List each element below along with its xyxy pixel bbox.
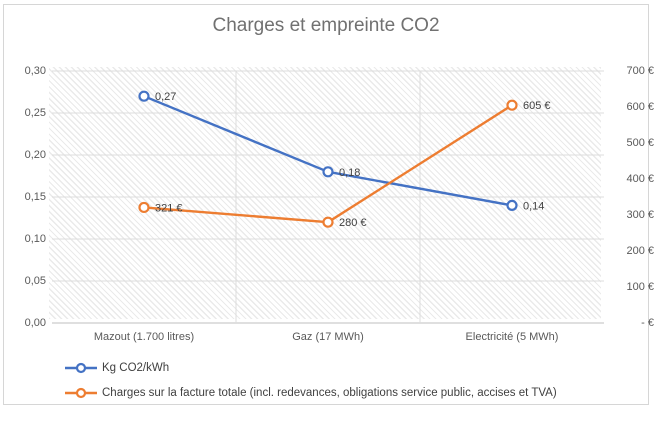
x-axis-category-label: Mazout (1.700 litres) (93, 331, 195, 343)
y-axis-tick-label: 500 € (626, 137, 654, 149)
legend-item-co2[interactable]: Kg CO2/kWh (65, 355, 557, 380)
y-axis-tick-label: 0,05 (24, 275, 46, 287)
legend-label: Charges sur la facture totale (incl. red… (102, 386, 557, 399)
legend-item-charges[interactable]: Charges sur la facture totale (incl. red… (65, 380, 557, 405)
y-axis-tick-label: 0,25 (24, 107, 46, 119)
y-axis-tick-label: 0,30 (24, 65, 46, 77)
chart-title[interactable]: Charges et empreinte CO2 (212, 15, 440, 36)
x-axis-category-label: Gaz (17 MWh) (292, 331, 364, 343)
y-axis-tick-label: 100 € (626, 281, 654, 293)
y-axis-tick-label: 0,20 (24, 149, 46, 161)
y-axis-tick-label: 600 € (626, 101, 654, 113)
y-axis-tick-label: 0,00 (24, 317, 46, 329)
y-axis-tick-label: 400 € (626, 173, 654, 185)
y-axis-tick-label: 300 € (626, 209, 654, 221)
line-circle-marker-icon (65, 362, 97, 373)
x-axis-category-label: Electricité (5 MWh) (465, 331, 559, 343)
legend: Kg CO2/kWh Charges sur la facture totale… (65, 355, 557, 405)
y-axis-tick-label: 0,15 (24, 191, 46, 203)
legend-label: Kg CO2/kWh (102, 361, 170, 374)
chart-frame[interactable]: Charges et empreinte CO2 0,27 0,18 0,14 321… (3, 4, 654, 405)
y-axis-tick-label: - € (641, 317, 654, 329)
plot-area[interactable] (49, 67, 601, 319)
y-axis-tick-label: 200 € (626, 245, 654, 257)
y-axis-tick-label: 700 € (626, 65, 654, 77)
y-axis-tick-label: 0,10 (24, 233, 46, 245)
line-circle-marker-icon (65, 387, 97, 398)
